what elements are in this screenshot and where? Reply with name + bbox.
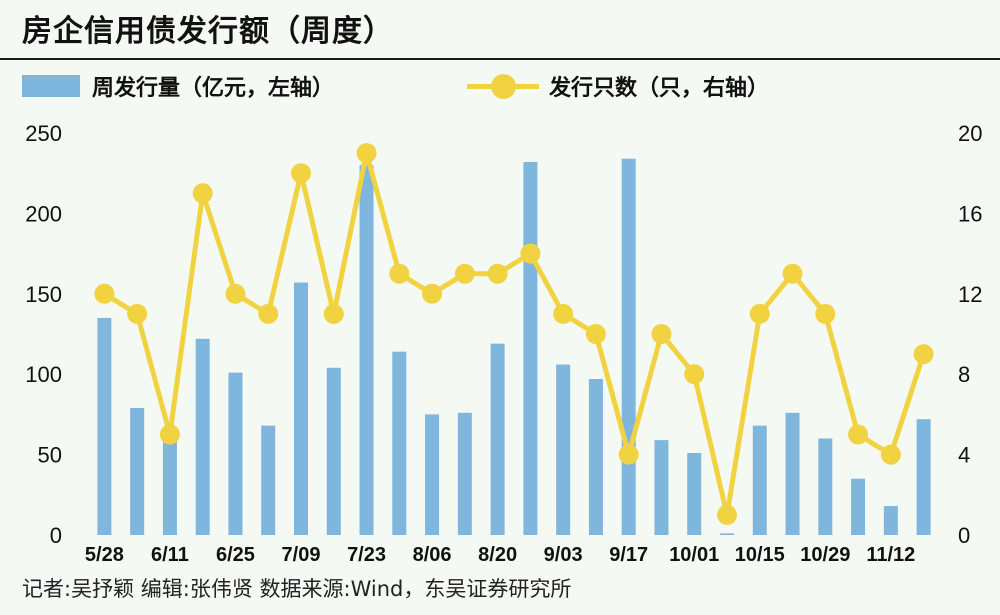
point-8/27 — [520, 243, 541, 264]
bar-9/03 — [556, 364, 571, 535]
bar-10/15 — [752, 425, 767, 535]
bar-8/13 — [457, 412, 472, 535]
point-6/18 — [192, 183, 213, 204]
bar-7/30 — [392, 351, 407, 535]
x-tick-9/03: 9/03 — [544, 544, 583, 566]
y-right-tick-8: 8 — [958, 362, 970, 387]
bar-6/04 — [130, 407, 145, 535]
bar-7/23 — [359, 165, 374, 535]
x-tick-8/20: 8/20 — [478, 544, 517, 566]
title-divider — [0, 58, 1000, 60]
legend-item-bars: 周发行量（亿元，左轴） — [22, 66, 334, 106]
y-left-tick-0: 0 — [50, 523, 62, 548]
point-8/20 — [487, 263, 508, 284]
legend-label-line: 发行只数（只，右轴） — [549, 76, 770, 101]
point-10/29 — [815, 303, 836, 324]
x-tick-10/01: 10/01 — [669, 544, 719, 566]
x-tick-7/23: 7/23 — [347, 544, 386, 566]
point-8/06 — [422, 283, 443, 304]
bar-11/05 — [851, 478, 866, 535]
point-11/12 — [880, 444, 901, 465]
legend-line-swatch — [467, 66, 539, 106]
point-9/10 — [585, 324, 606, 344]
bar-6/18 — [195, 338, 210, 535]
point-9/17 — [618, 444, 639, 465]
x-tick-9/17: 9/17 — [609, 544, 648, 566]
bar-8/06 — [425, 414, 440, 535]
y-left-tick-250: 250 — [25, 121, 62, 146]
bar-9/17 — [621, 158, 636, 535]
bar-11/12 — [883, 506, 898, 535]
point-6/11 — [159, 424, 180, 445]
bar-10/08 — [720, 533, 734, 535]
y-right-tick-12: 12 — [958, 282, 982, 307]
point-10/22 — [782, 263, 803, 284]
point-7/02 — [258, 303, 279, 324]
point-7/09 — [291, 163, 311, 184]
point-8/13 — [454, 263, 475, 284]
x-tick-10/29: 10/29 — [800, 544, 850, 566]
bar-7/02 — [261, 425, 276, 535]
y-left-tick-100: 100 — [25, 362, 62, 387]
legend-item-line: 发行只数（只，右轴） — [467, 66, 769, 106]
bar-5/28 — [97, 317, 112, 535]
bar-9/10 — [588, 379, 603, 535]
x-tick-6/25: 6/25 — [216, 544, 255, 566]
source-credit: 记者:吴抒颖 编辑:张伟贤 数据来源:Wind，东吴证券研究所 — [22, 577, 572, 601]
issue-count-line — [103, 150, 926, 518]
bar-11/19 — [916, 419, 931, 535]
bar-7/09 — [294, 282, 308, 535]
point-7/16 — [323, 303, 344, 324]
y-right-tick-20: 20 — [958, 121, 982, 146]
chart-title: 房企信用债发行额（周度） — [22, 14, 394, 49]
point-7/30 — [389, 263, 410, 284]
bar-10/01 — [687, 452, 702, 535]
y-left-tick-200: 200 — [25, 201, 62, 226]
x-tick-10/15: 10/15 — [735, 544, 785, 566]
point-7/23 — [356, 143, 377, 164]
x-tick-5/28: 5/28 — [85, 544, 124, 566]
legend-label-bars: 周发行量（亿元，左轴） — [92, 76, 335, 101]
point-11/05 — [848, 424, 869, 445]
bar-6/25 — [228, 372, 243, 535]
y-right-tick-16: 16 — [958, 201, 982, 226]
y-left-tick-50: 50 — [38, 443, 62, 468]
bar-7/16 — [326, 367, 341, 535]
point-9/24 — [651, 324, 672, 344]
bar-8/20 — [490, 343, 505, 535]
y-right-tick-0: 0 — [958, 523, 970, 548]
point-10/15 — [749, 303, 770, 324]
bar-6/11 — [162, 428, 177, 535]
x-tick-8/06: 8/06 — [413, 544, 452, 566]
bar-10/29 — [818, 438, 833, 535]
bar-8/27 — [523, 161, 538, 535]
legend-bar-swatch — [22, 75, 80, 97]
y-left-tick-150: 150 — [25, 282, 62, 307]
point-10/08 — [717, 504, 737, 525]
point-6/04 — [127, 303, 148, 324]
legend: 周发行量（亿元，左轴） 发行只数（只，右轴） — [0, 66, 1000, 106]
x-tick-6/11: 6/11 — [151, 544, 189, 566]
x-tick-11/12: 11/12 — [866, 544, 915, 566]
bar-10/22 — [785, 412, 800, 535]
point-6/25 — [225, 283, 246, 304]
x-tick-7/09: 7/09 — [282, 544, 321, 566]
y-right-tick-4: 4 — [958, 443, 970, 468]
point-11/19 — [913, 344, 934, 365]
point-5/28 — [94, 283, 115, 304]
point-9/03 — [553, 303, 574, 324]
point-10/01 — [684, 364, 705, 385]
bar-9/24 — [654, 440, 669, 535]
